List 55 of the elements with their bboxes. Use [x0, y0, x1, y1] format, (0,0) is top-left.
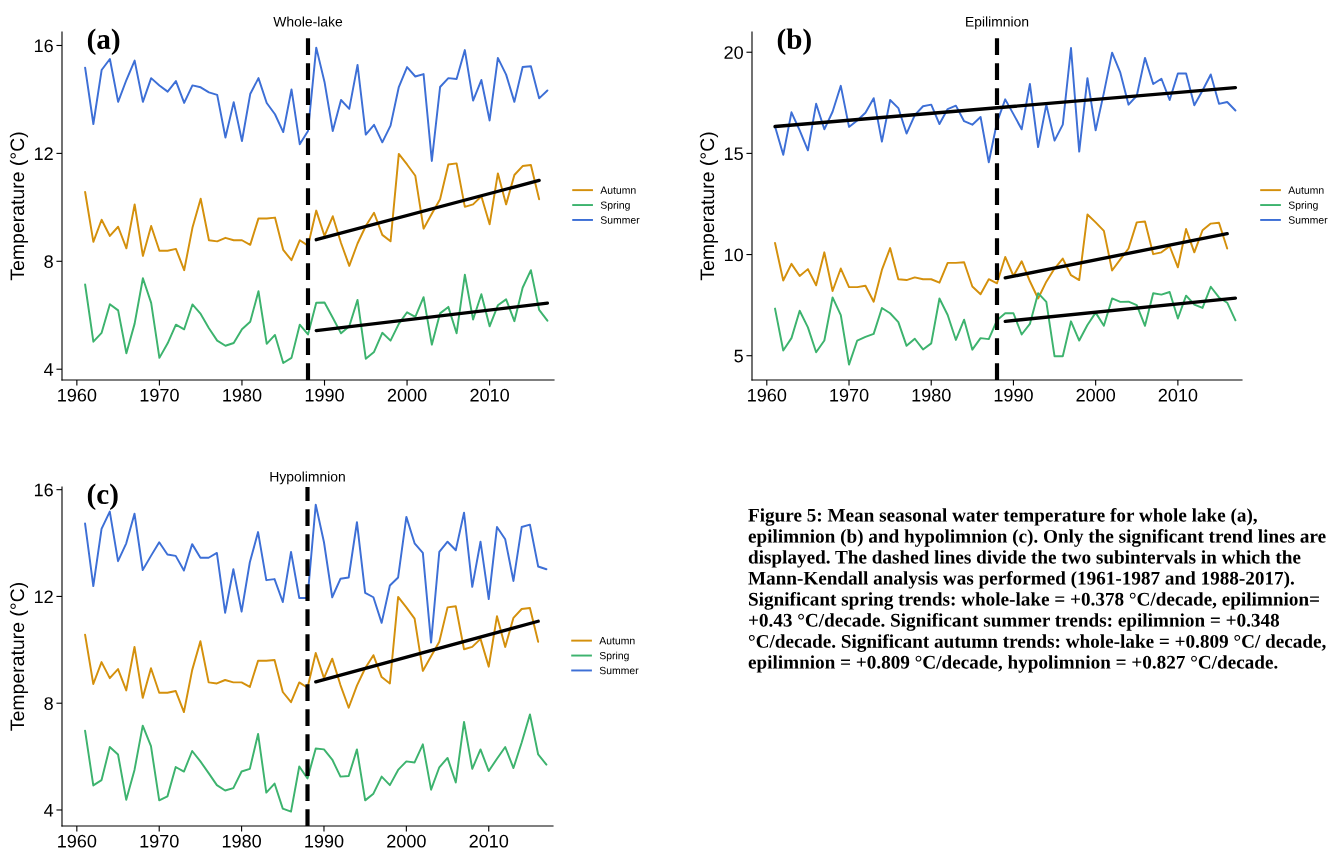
line-series	[84, 713, 548, 813]
annotation: (a)	[87, 28, 120, 55]
y-axis-title: Temperature (°C)	[699, 132, 719, 281]
x-tick-label: 2000	[387, 388, 427, 402]
line-series	[774, 213, 1229, 303]
y-tick-label: 16	[34, 483, 53, 497]
chart-title: Epilimnion	[966, 16, 1029, 30]
annotation: (c)	[87, 483, 118, 511]
chart-title: Whole-lake	[273, 16, 343, 27]
x-tick-label: 1960	[58, 834, 97, 848]
x-tick-label: 1990	[305, 388, 344, 402]
annotation: (b)	[777, 28, 811, 55]
line-series	[84, 152, 541, 272]
x-tick-label: 1960	[748, 388, 787, 402]
y-tick-label: 4	[44, 363, 54, 376]
x-tick-label: 1980	[222, 834, 261, 848]
x-tick-label: 2000	[1076, 388, 1116, 402]
legend-label: Autumn	[599, 637, 635, 645]
x-tick-label: 1970	[830, 388, 869, 402]
y-tick-label: 12	[34, 147, 53, 160]
legend-label: Spring	[1288, 201, 1318, 211]
chart-title: Hypolimnion	[270, 471, 345, 485]
line-series	[84, 596, 540, 713]
y-tick-label: 8	[44, 697, 53, 710]
y-tick-label: 12	[34, 590, 53, 603]
legend-label: Summer	[599, 666, 639, 675]
y-tick-label: 16	[34, 39, 53, 53]
x-tick-label: 1990	[994, 388, 1033, 402]
line-series	[774, 285, 1237, 366]
y-axis-title: Temperature (°C)	[9, 132, 29, 281]
legend-label: Autumn	[600, 186, 636, 194]
y-tick-label: 8	[44, 255, 53, 269]
legend-label: Spring	[600, 201, 630, 211]
y-tick-label: 15	[724, 147, 743, 161]
x-tick-label: 2010	[470, 388, 509, 402]
line-series	[84, 269, 549, 364]
x-tick-label: 1980	[223, 388, 262, 402]
legend-label: Summer	[1288, 216, 1328, 224]
x-tick-label: 1960	[58, 388, 97, 402]
legend-label: Spring	[599, 651, 629, 662]
y-tick-label: 10	[724, 248, 743, 262]
y-axis-title: Temperature (°C)	[9, 583, 29, 731]
caption: Figure 5: Mean seasonal water temperature for whole lake (a), epilimnion (b) and hypolimnion (c). Only the significant trend lines are displayed. The dashed lines divide the two subintervals in which the Mann-Kendall analysis was performed (1961-1987 and 1988-2017). Significant spring trends: whole-lake = +0.378 °C/decade, epilimnion= +0.43 °C/decade. Significant summer trends: epilimnion = +0.348 °C/decade. Significant autumn trends: whole-lake = +0.809 °C/ decade, epilimnion = +0.809 °C/decade, hypolimnion = +0.827 °C/decade.	[748, 508, 1326, 673]
y-tick-label: 20	[724, 46, 743, 59]
x-tick-label: 1980	[912, 388, 951, 402]
x-tick-label: 2010	[469, 834, 509, 848]
y-tick-label: 4	[44, 804, 54, 817]
x-tick-label: 2000	[387, 834, 426, 848]
legend-label: Summer	[600, 216, 640, 224]
legend-label: Autumn	[1288, 186, 1324, 194]
x-tick-label: 1970	[140, 388, 179, 402]
x-tick-label: 1970	[140, 834, 179, 848]
x-tick-label: 2010	[1158, 388, 1198, 402]
x-tick-label: 1990	[305, 834, 344, 848]
y-tick-label: 5	[734, 349, 743, 363]
